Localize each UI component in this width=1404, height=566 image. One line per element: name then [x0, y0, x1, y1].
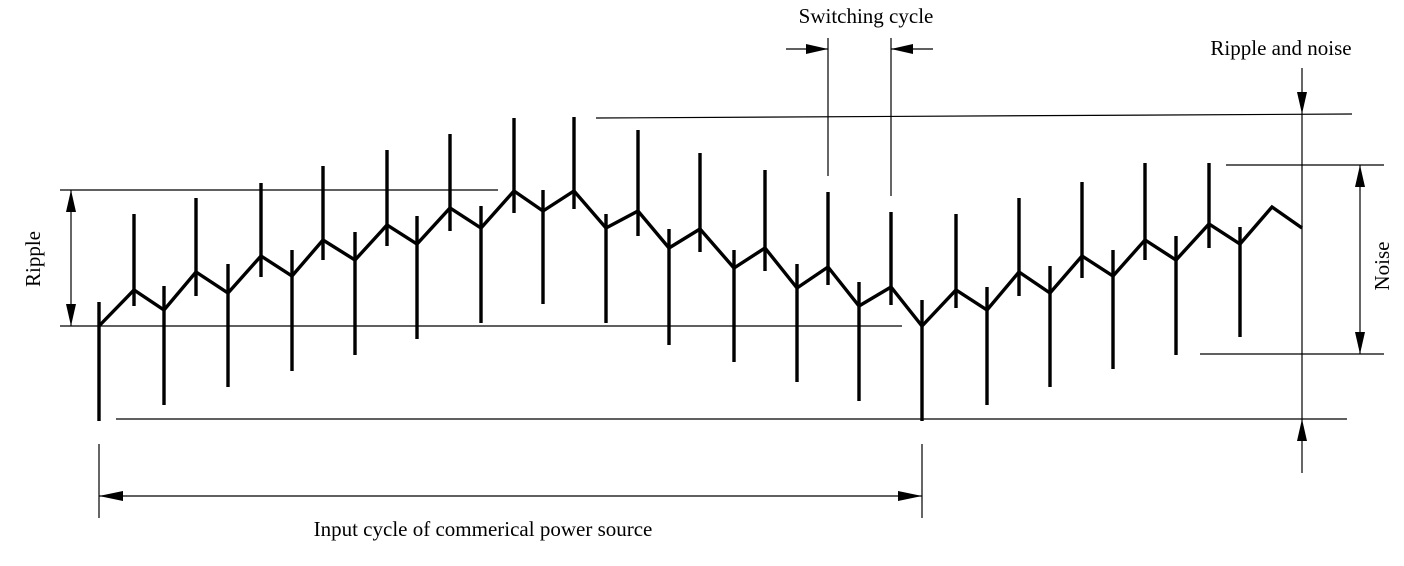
- input-cycle-label: Input cycle of commerical power source: [314, 517, 653, 541]
- noise-spikes: [97, 117, 1242, 421]
- ripple-and-noise-label: Ripple and noise: [1210, 36, 1351, 60]
- noise-label: Noise: [1370, 242, 1394, 291]
- peak-reference-line: [595, 113, 1353, 119]
- ripple-label: Ripple: [21, 231, 45, 287]
- switching-arrow-left: [891, 44, 913, 54]
- noise-arrow-up: [1355, 165, 1365, 187]
- noise-arrow-down: [1355, 332, 1365, 354]
- input-cycle-arrow-right: [898, 491, 922, 501]
- switching-cycle-label: Switching cycle: [799, 4, 934, 28]
- input-cycle-arrow-left: [99, 491, 123, 501]
- ripple-noise-arrow-up: [1297, 419, 1307, 441]
- switching-arrow-right: [806, 44, 828, 54]
- ripple-arrow-down: [66, 304, 76, 326]
- ripple-arrow-up: [66, 190, 76, 212]
- ripple-noise-arrow-down: [1297, 92, 1307, 114]
- dimension-lines: [60, 38, 1384, 518]
